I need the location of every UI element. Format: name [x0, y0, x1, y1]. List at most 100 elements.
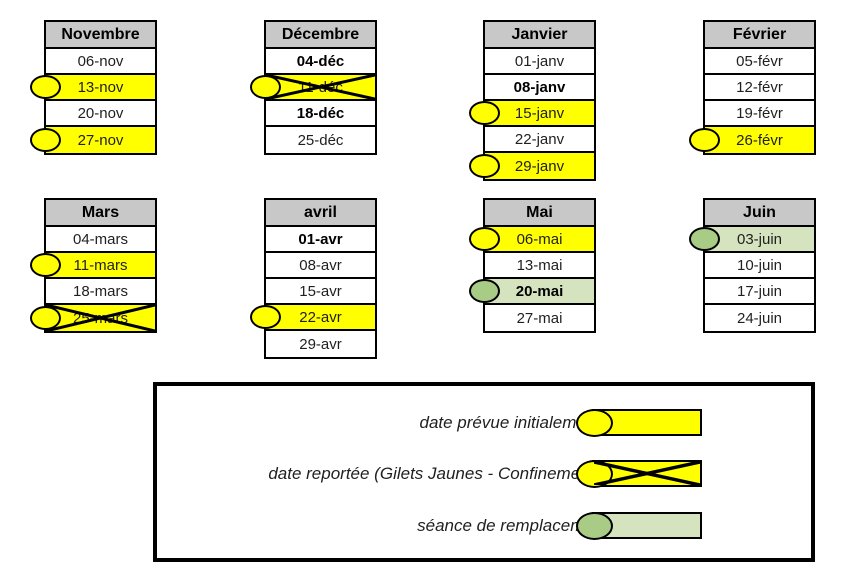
date-row: 26-févr — [689, 127, 814, 153]
date-row: 01-janv — [485, 49, 594, 75]
date-label: 03-juin — [736, 230, 783, 248]
ellipse-marker-icon — [689, 128, 720, 152]
date-label: 11-déc — [298, 78, 343, 96]
ellipse-marker-icon — [250, 75, 281, 99]
date-label: 29-avr — [299, 335, 342, 353]
date-label: 26-févr — [736, 131, 783, 149]
ellipse-marker-icon — [469, 101, 500, 125]
ellipse-marker-icon — [576, 408, 613, 437]
month-header: Novembre — [46, 22, 155, 49]
month-table-mai: Mai 06-mai 13-mai 20-mai 27-mai — [469, 198, 596, 333]
date-row: 27-nov — [30, 127, 155, 153]
date-label: 15-avr — [299, 282, 342, 300]
month-table-janvier: Janvier 01-janv 08-janv 15-janv 22-janv 29-ja… — [469, 20, 596, 181]
month-table-decembre: Décembre 04-déc 11-déc 18-déc 25-déc — [250, 20, 377, 155]
date-label: 13-mai — [516, 256, 563, 274]
date-row: 04-déc — [266, 49, 375, 75]
date-label: 29-janv — [514, 157, 565, 175]
ellipse-marker-icon — [689, 227, 720, 251]
date-label: 06-mai — [516, 230, 563, 248]
month-header: Février — [705, 22, 814, 49]
date-row: 06-mai — [469, 227, 594, 253]
date-row: 15-avr — [266, 279, 375, 305]
date-row: 29-janv — [469, 153, 594, 179]
legend-label-replacement: séance de remplacement — [417, 515, 608, 535]
date-row: 22-janv — [485, 127, 594, 153]
legend-swatch-replacement — [576, 511, 702, 540]
ellipse-marker-icon — [576, 511, 613, 540]
date-label: 18-déc — [296, 104, 345, 122]
month-table-avril: avril 01-avr 08-avr 15-avr 22-avr 29-avr — [250, 198, 377, 359]
date-label: 04-mars — [72, 230, 128, 248]
month-header: avril — [266, 200, 375, 227]
ellipse-marker-icon — [576, 459, 613, 488]
date-row: 13-mai — [485, 253, 594, 279]
date-row: 04-mars — [46, 227, 155, 253]
date-label: 20-mai — [515, 282, 564, 300]
month-header: Juin — [705, 200, 814, 227]
date-label: 06-nov — [77, 52, 124, 70]
date-label: 01-janv — [514, 52, 565, 70]
month-header: Mai — [485, 200, 594, 227]
date-row: 05-févr — [705, 49, 814, 75]
date-label: 08-avr — [299, 256, 342, 274]
date-label: 27-nov — [77, 131, 124, 149]
legend-item-replacement: séance de remplacement — [417, 511, 702, 540]
date-label: 15-janv — [514, 104, 565, 122]
date-row: 17-juin — [705, 279, 814, 305]
date-row: 01-avr — [266, 227, 375, 253]
ellipse-marker-icon — [30, 128, 61, 152]
date-label: 20-nov — [77, 104, 124, 122]
legend-box: date prévue initialement date reportée (… — [153, 382, 815, 562]
date-label: 01-avr — [298, 230, 343, 248]
legend-swatch-planned — [576, 408, 702, 437]
legend-item-postponed: date reportée (Gilets Jaunes - Confineme… — [268, 459, 702, 488]
month-header: Janvier — [485, 22, 594, 49]
month-table-fevrier: Février 05-févr 12-févr 19-févr 26-févr — [689, 20, 816, 155]
date-label: 04-déc — [296, 52, 345, 70]
date-label: 13-nov — [77, 78, 124, 96]
legend-swatch-postponed — [576, 459, 702, 488]
date-row: 25-déc — [266, 127, 375, 153]
date-label: 05-févr — [736, 52, 783, 70]
date-row: 06-nov — [46, 49, 155, 75]
date-row: 12-févr — [705, 75, 814, 101]
month-table-novembre: Novembre 06-nov 13-nov 20-nov 27-nov — [30, 20, 157, 155]
month-table-juin: Juin 03-juin 10-juin 17-juin 24-juin — [689, 198, 816, 333]
date-row: 08-janv — [485, 75, 594, 101]
date-row: 19-févr — [705, 101, 814, 127]
date-row: 20-nov — [46, 101, 155, 127]
date-row: 11-mars — [30, 253, 155, 279]
ellipse-marker-icon — [250, 305, 281, 329]
date-row: 25-mars — [30, 305, 155, 331]
month-header: Mars — [46, 200, 155, 227]
date-label: 22-janv — [514, 130, 565, 148]
ellipse-marker-icon — [30, 253, 61, 277]
date-row: 10-juin — [705, 253, 814, 279]
date-label: 25-mars — [72, 309, 128, 327]
date-row: 15-janv — [469, 101, 594, 127]
date-row: 29-avr — [266, 331, 375, 357]
date-row: 18-mars — [46, 279, 155, 305]
date-label: 27-mai — [516, 309, 563, 327]
date-row: 11-déc — [250, 75, 375, 101]
date-label: 19-févr — [736, 104, 783, 122]
date-row: 08-avr — [266, 253, 375, 279]
date-label: 12-févr — [736, 78, 783, 96]
date-label: 18-mars — [72, 282, 128, 300]
date-row: 22-avr — [250, 305, 375, 331]
date-label: 25-déc — [297, 131, 344, 149]
date-row: 20-mai — [469, 279, 594, 305]
date-label: 22-avr — [299, 308, 342, 326]
month-header: Décembre — [266, 22, 375, 49]
legend-label-planned: date prévue initialement — [419, 412, 600, 432]
month-table-mars: Mars 04-mars 11-mars 18-mars 25-mars — [30, 198, 157, 333]
ellipse-marker-icon — [30, 306, 61, 330]
legend-item-planned: date prévue initialement — [419, 408, 702, 437]
date-label: 11-mars — [73, 256, 128, 274]
ellipse-marker-icon — [30, 75, 61, 99]
date-row: 27-mai — [485, 305, 594, 331]
ellipse-marker-icon — [469, 154, 500, 178]
